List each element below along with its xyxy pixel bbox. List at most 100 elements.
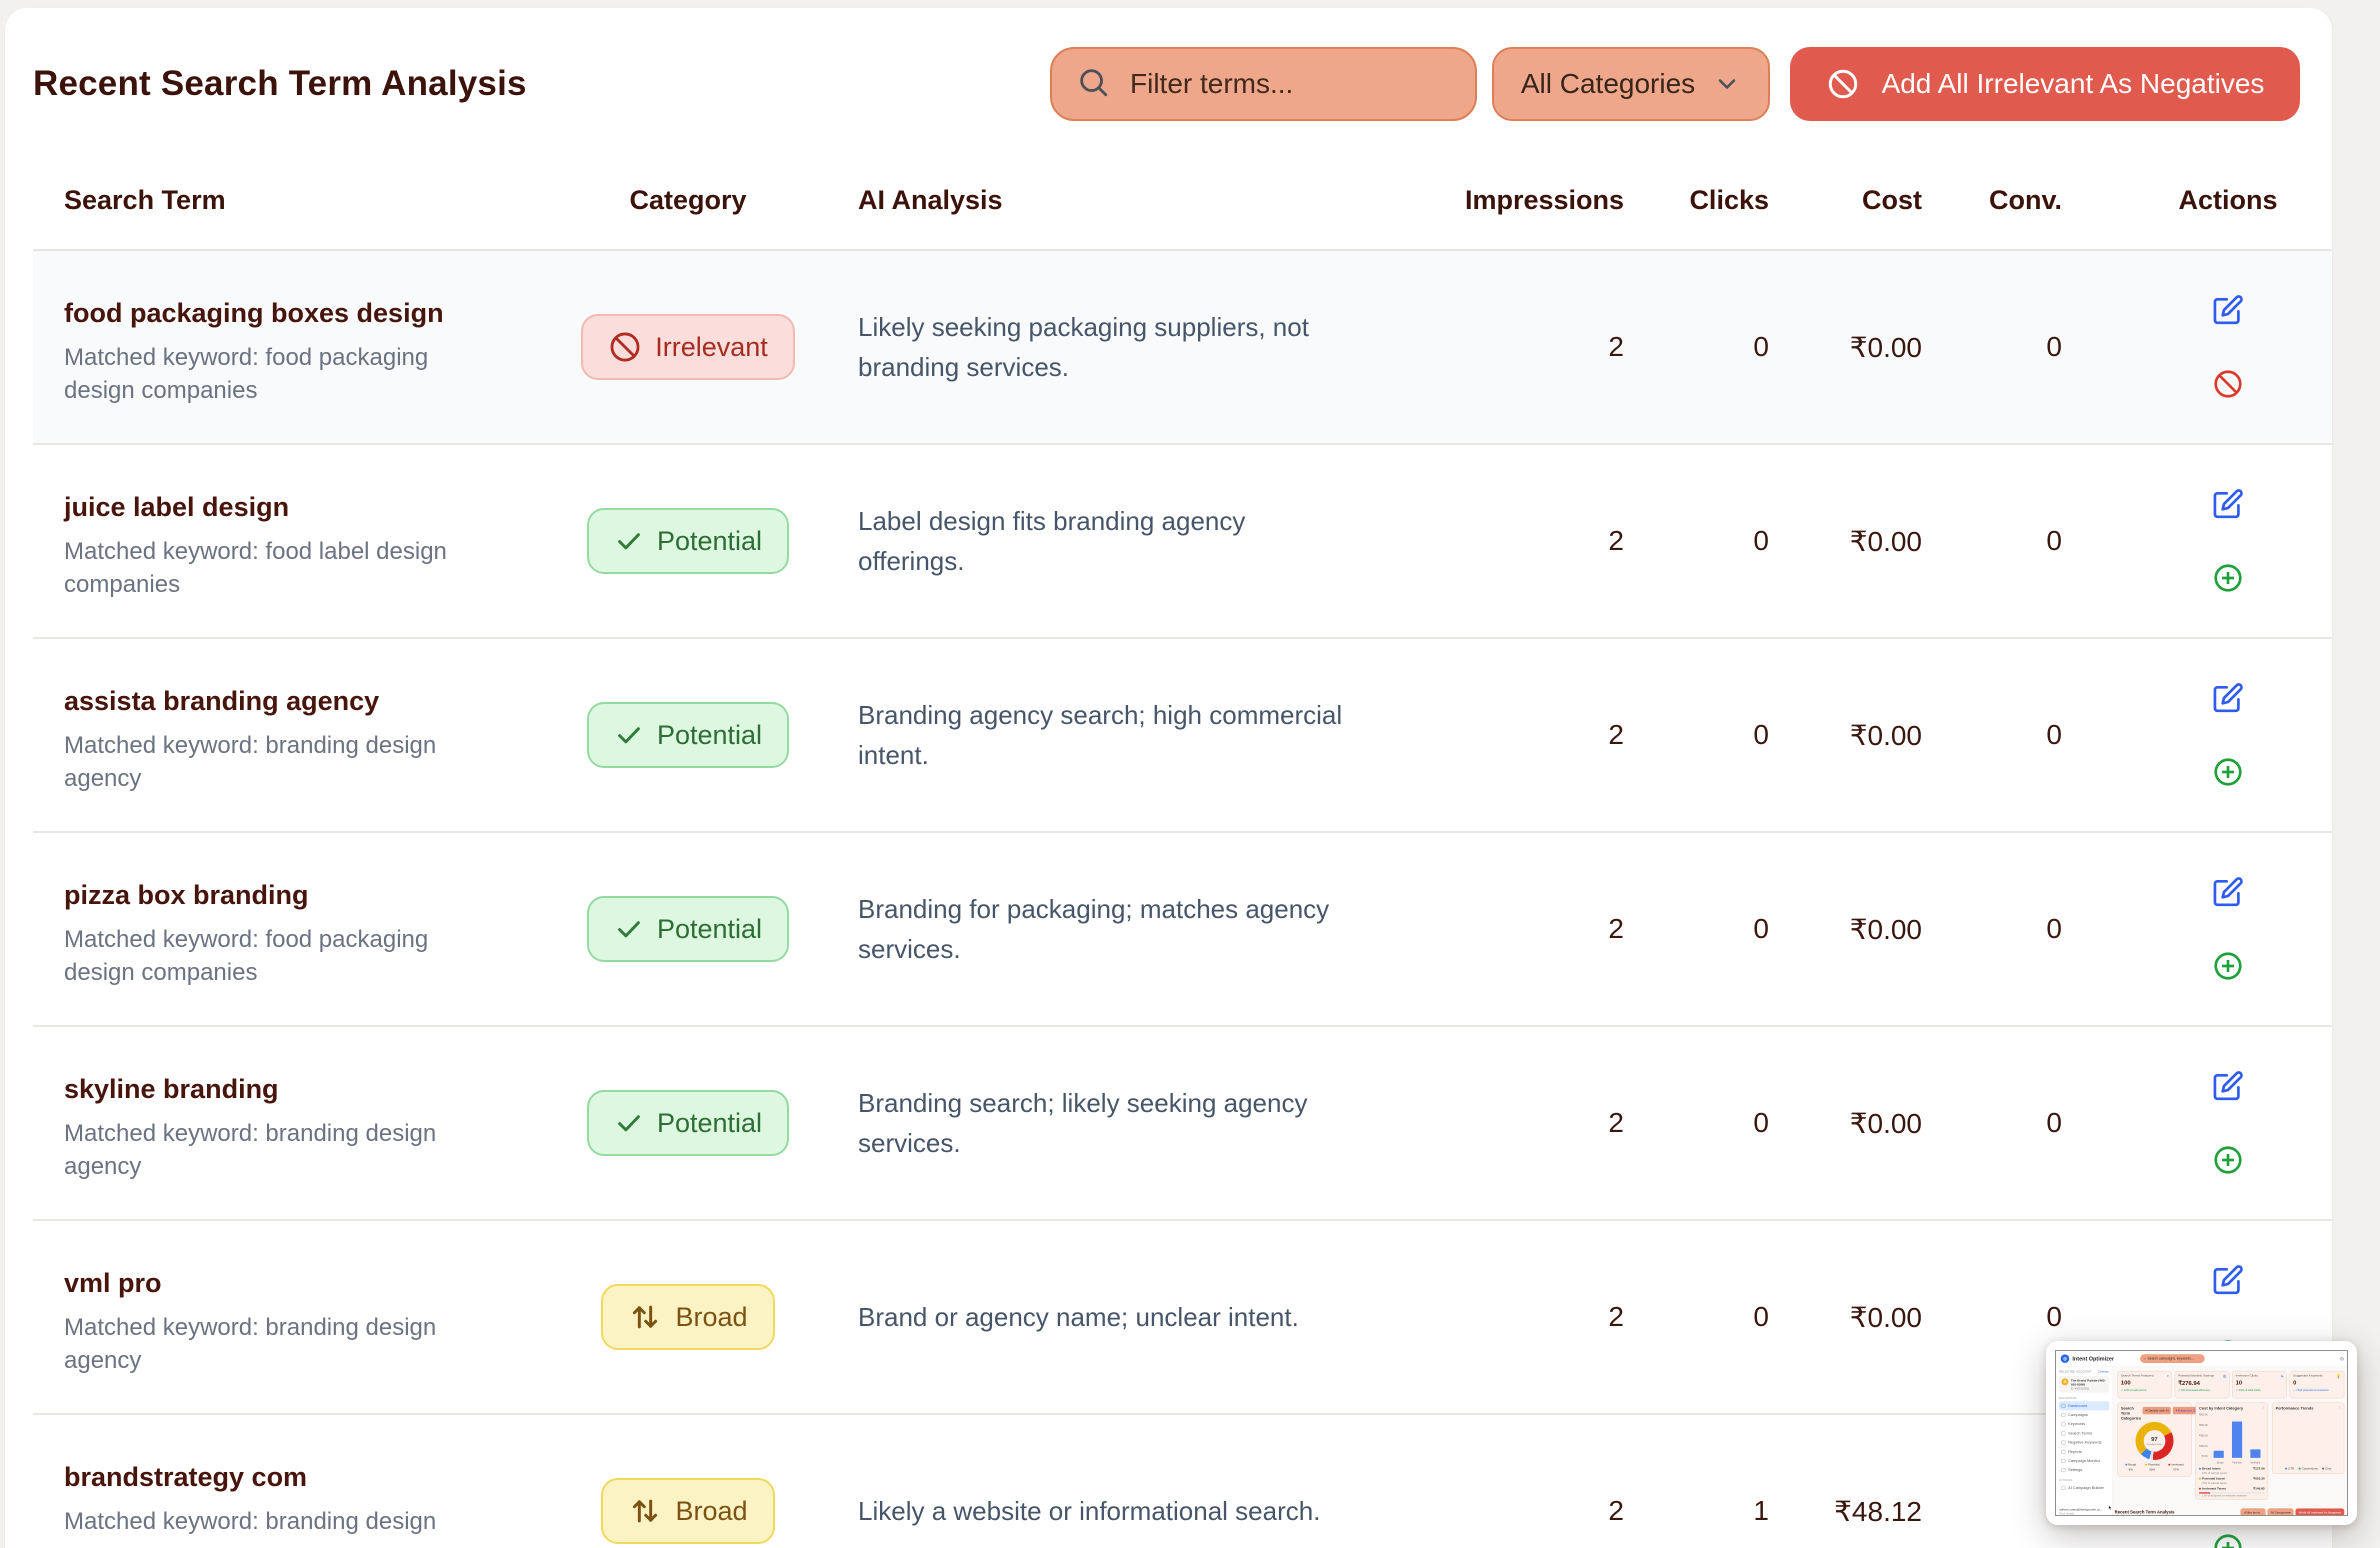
check-icon <box>614 720 644 750</box>
mini-nav-negative-keywords[interactable]: Negative Keywords <box>2059 1438 2109 1447</box>
mini-stat-cards: Search Terms Analyzed ⌕ 100 ↗ 12% vs last p… <box>2117 1370 2345 1399</box>
clicks-value: 0 <box>1753 331 1769 362</box>
conv-value: 0 <box>2046 719 2062 750</box>
cost-value: ₹0.00 <box>1849 525 1922 557</box>
edit-keyword-button[interactable] <box>2212 1264 2244 1296</box>
matched-keyword-text: Matched keyword: branding design agency <box>64 731 437 792</box>
edit-keyword-button[interactable] <box>2212 876 2244 908</box>
impressions-value: 2 <box>1608 719 1624 750</box>
mini-gear-icon[interactable]: ⚙ <box>2339 1355 2345 1362</box>
column-header-category: Category <box>629 185 747 215</box>
ai-analysis-text: Label design fits branding agency offeri… <box>858 506 1246 576</box>
edit-keyword-button[interactable] <box>2212 682 2244 714</box>
search-term-text: juice label design <box>64 491 290 522</box>
matched-keyword-text: Matched keyword: branding design agency <box>64 1313 437 1374</box>
mini-nav-campaigns[interactable]: Campaigns <box>2059 1410 2109 1419</box>
conv-value: 0 <box>2046 1107 2062 1138</box>
clicks-value: 0 <box>1753 525 1769 556</box>
impressions-value: 2 <box>1608 331 1624 362</box>
mini-nav-campaign-monitor[interactable]: Campaign Monitor <box>2059 1456 2109 1465</box>
mini-nav-reports[interactable]: Reports <box>2059 1447 2109 1456</box>
edit-keyword-button[interactable] <box>2212 1070 2244 1102</box>
page-title: Recent Search Term Analysis <box>33 64 527 103</box>
add-keyword-button[interactable] <box>2212 1144 2244 1176</box>
add-keyword-button[interactable] <box>2212 1532 2244 1548</box>
category-cell: Potential <box>558 896 818 962</box>
mini-search-input[interactable]: ⌕ Search campaigns, keywords... <box>2140 1354 2205 1363</box>
mini-nav-search-terms[interactable]: Search Terms <box>2059 1429 2109 1438</box>
mini-filter-input[interactable]: ⌕ Filter terms... <box>2240 1508 2266 1515</box>
column-header-cost: Cost <box>1862 185 1922 215</box>
mini-nav-ai-campaign-builder[interactable]: AI Campaign Builder <box>2059 1483 2109 1492</box>
up-down-arrows-icon <box>628 1494 662 1528</box>
search-icon <box>1076 65 1110 104</box>
mini-account-card[interactable]: G The Brand Palette (460-910-0506) ID: 4… <box>2059 1375 2110 1393</box>
search-term-cell: assista branding agency Matched keyword:… <box>33 676 558 795</box>
matched-keyword-text: Matched keyword: food label design compa… <box>64 537 447 598</box>
mini-donut-chart: 97 Classified Terms <box>2135 1421 2174 1460</box>
mini-nav-dashboard[interactable]: Dashboard <box>2059 1401 2110 1411</box>
mini-account-avatar: G <box>2061 1378 2069 1386</box>
mini-donut-legend: Broad 8% Potential 55% Irrelevant 37% <box>2121 1463 2188 1471</box>
edit-keyword-button[interactable] <box>2212 488 2244 520</box>
category-label: Potential <box>656 719 763 750</box>
mini-trends-card: Performance Trends ⋮ CTR Conversions Cost <box>2272 1402 2345 1474</box>
ban-icon <box>1826 67 1860 101</box>
category-cell: Broad <box>558 1284 818 1350</box>
table-row: brandstrategy com Matched keyword: brand… <box>33 1415 2332 1548</box>
mini-classify-ai-button[interactable]: ✦ Classify with AI <box>2142 1406 2171 1415</box>
category-badge: Potential <box>586 508 790 574</box>
search-term-text: brandstrategy com <box>64 1461 308 1492</box>
up-down-arrows-icon <box>628 1300 662 1334</box>
category-filter-value: All Categories <box>1520 68 1696 99</box>
add-all-irrelevant-button[interactable]: Add All Irrelevant As Negatives <box>1790 47 2300 121</box>
mini-category-select[interactable]: All Categories ▾ <box>2267 1508 2294 1515</box>
category-filter-select[interactable]: All Categories <box>1492 47 1770 121</box>
mini-nav: Dashboard Campaigns Keywords Search Terms Ne… <box>2059 1401 2110 1474</box>
filter-terms-input[interactable]: Filter terms... <box>1050 47 1477 121</box>
mini-user-info: adhost.coats@thinkgrowth.co... Think Gro… <box>2059 1505 2110 1515</box>
mini-app-name: Intent Optimizer <box>2072 1355 2115 1362</box>
check-icon <box>614 526 644 556</box>
cost-value: ₹0.00 <box>1849 1301 1922 1333</box>
category-cell: Broad <box>558 1478 818 1544</box>
ai-analysis-text: Likely seeking packaging suppliers, not … <box>858 312 1309 382</box>
category-cell: Potential <box>558 1090 818 1156</box>
table-row: food packaging boxes design Matched keyw… <box>33 251 2332 445</box>
mini-change-link[interactable]: Change <box>2097 1370 2110 1374</box>
matched-keyword-text: Matched keyword: branding design agency <box>64 1507 437 1548</box>
mini-stat-card: Irrelevant Clicks ➤ 10 ↗ 23% of total click… <box>2232 1370 2287 1399</box>
table-row: assista branding agency Matched keyword:… <box>33 639 2332 833</box>
category-cell: Potential <box>558 702 818 768</box>
cost-value: ₹0.00 <box>1849 1107 1922 1139</box>
add-keyword-button[interactable] <box>2212 756 2244 788</box>
search-term-text: assista branding agency <box>64 685 380 716</box>
category-badge: Potential <box>586 896 790 962</box>
mini-bar-title: Cost by Intent Category <box>2198 1406 2244 1411</box>
add-keyword-button[interactable] <box>2212 562 2244 594</box>
cost-value: ₹0.00 <box>1849 331 1922 363</box>
block-term-button[interactable] <box>2212 368 2244 400</box>
mini-enhanced-class-button[interactable]: ✦ Enhanced Clas <box>2172 1406 2202 1415</box>
mini-user-email: adhost.coats@thinkgrowth.co... <box>2059 1508 2103 1512</box>
add-keyword-button[interactable] <box>2212 950 2244 982</box>
search-term-analysis-card: Recent Search Term Analysis Filter terms… <box>5 8 2332 1548</box>
column-header-search-term: Search Term <box>64 185 226 215</box>
mini-nav-keywords[interactable]: Keywords <box>2059 1420 2109 1429</box>
ai-analysis-text: Likely a website or informational search… <box>858 1496 1321 1526</box>
search-term-text: food packaging boxes design <box>64 297 444 328</box>
clicks-value: 0 <box>1753 1301 1769 1332</box>
category-label: Potential <box>656 1107 763 1138</box>
card-header: Recent Search Term Analysis Filter terms… <box>5 8 2332 121</box>
preview-frame: ◎ Intent Optimizer ⌕ Search campaigns, k… <box>2055 1350 2348 1516</box>
search-terms-table: Search Term Category AI Analysis Impress… <box>33 121 2332 1548</box>
edit-keyword-button[interactable] <box>2212 294 2244 326</box>
toolbar: Filter terms... All Categories Add All I… <box>1050 47 2300 121</box>
search-term-cell: food packaging boxes design Matched keyw… <box>33 288 558 407</box>
category-label: Broad <box>675 1301 748 1332</box>
category-cell: Irrelevant <box>558 314 818 380</box>
mini-nav-settings[interactable]: Settings <box>2059 1465 2109 1474</box>
matched-keyword-text: Matched keyword: food packaging design c… <box>64 925 429 986</box>
dashboard-preview-overlay[interactable]: ◎ Intent Optimizer ⌕ Search campaigns, k… <box>2046 1341 2357 1525</box>
mini-add-negatives-button[interactable]: ⊘ Add All Irrelevant As Negatives <box>2295 1508 2345 1515</box>
